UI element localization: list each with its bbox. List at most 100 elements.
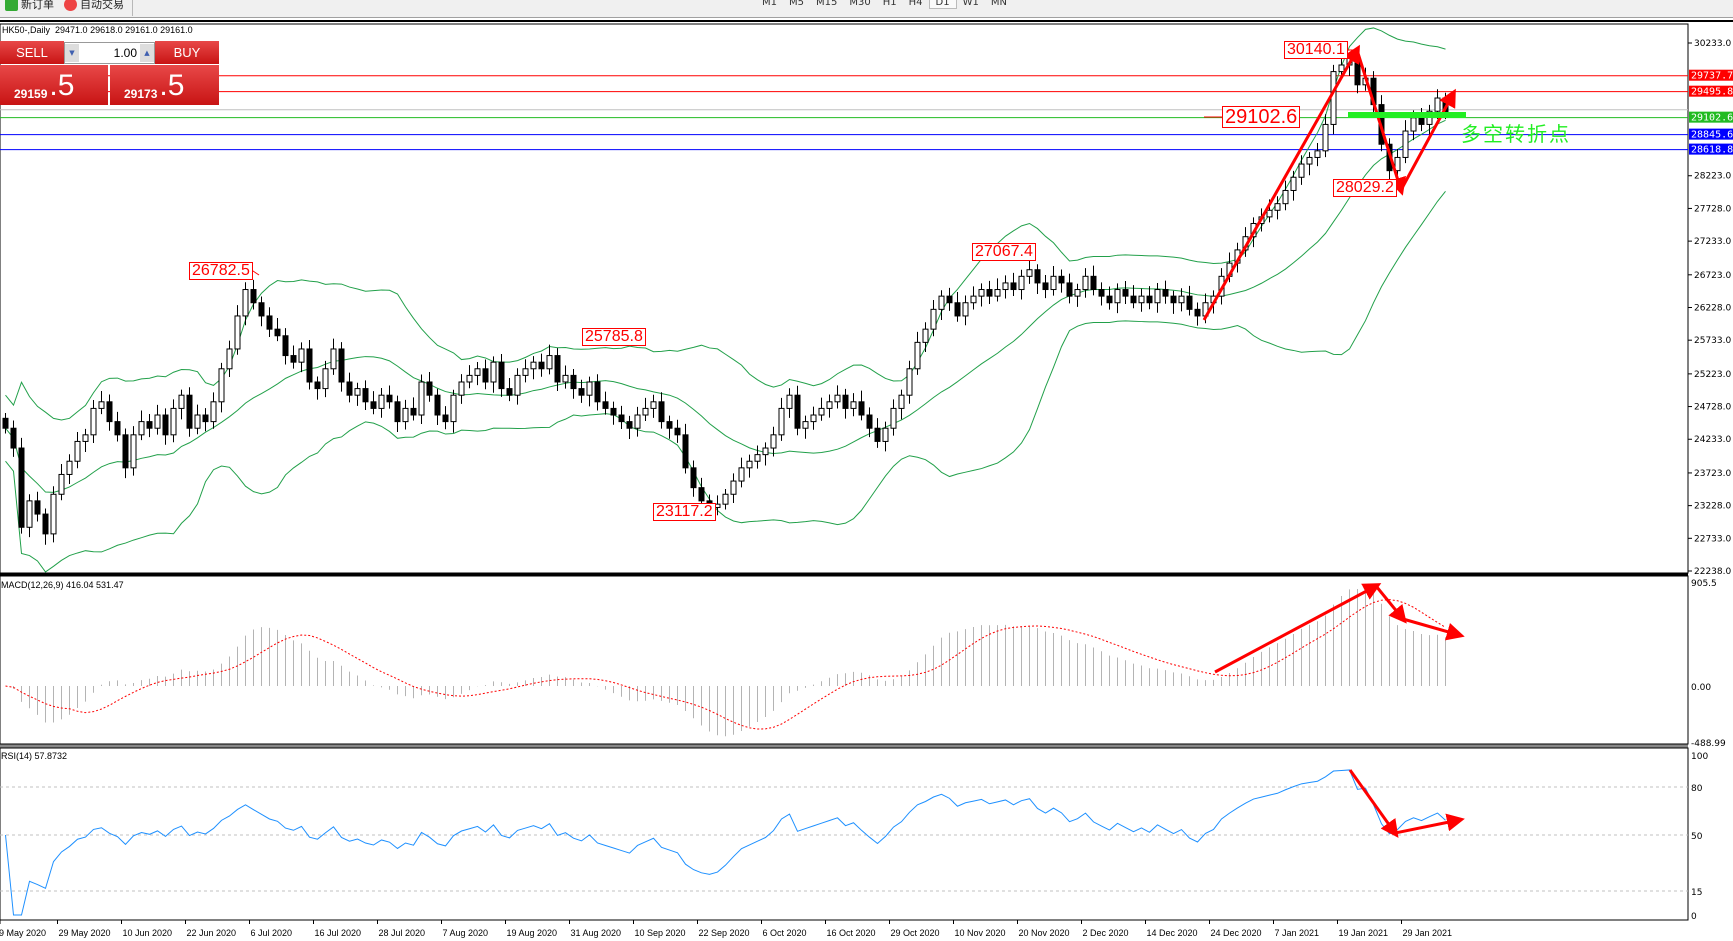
one-click-trading-panel: SELL ▼ ▲ BUY 29159.5 29173.5 <box>0 41 219 105</box>
candle <box>658 401 665 423</box>
candle <box>1274 203 1281 211</box>
buy-price-button[interactable]: 29173.5 <box>110 65 219 105</box>
candle <box>738 467 745 482</box>
macd-pane <box>0 575 1689 745</box>
annotation-label[interactable]: 28029.2 <box>1333 179 1397 197</box>
candle <box>978 289 985 297</box>
candle <box>1122 289 1129 297</box>
timeframe-m15[interactable]: M15 <box>816 0 838 8</box>
turning-point-note[interactable]: 多空转折点 <box>1461 122 1571 146</box>
y-tick-label: 23228.0 <box>1694 502 1731 512</box>
timeframe-m1[interactable]: M1 <box>762 0 777 8</box>
candle <box>842 394 849 409</box>
candle <box>482 368 489 383</box>
candle <box>42 513 49 535</box>
auto-trading-button[interactable]: 自动交易 <box>59 0 129 11</box>
macd-label: MACD(12,26,9) 416.04 531.47 <box>1 580 124 590</box>
candle <box>338 348 345 383</box>
candle <box>266 315 273 330</box>
macd-trend-arrow[interactable] <box>1374 585 1407 624</box>
lot-decrease-button[interactable]: ▼ <box>65 44 79 62</box>
macd-signal-line <box>5 599 1446 730</box>
candle <box>1138 295 1145 304</box>
candle <box>674 427 681 436</box>
annotation-label[interactable]: 29102.6 <box>1222 106 1301 128</box>
lot-increase-button[interactable]: ▲ <box>140 44 154 62</box>
candle <box>1354 57 1361 86</box>
x-tick-label: 7 Aug 2020 <box>443 928 489 938</box>
x-tick-label: 16 Oct 2020 <box>827 928 876 938</box>
candle <box>834 394 841 403</box>
candle <box>202 414 209 423</box>
price-level-label: 29102.6 <box>1691 113 1733 124</box>
candle <box>426 381 433 396</box>
rsi-y-label: 0 <box>1691 912 1697 922</box>
candle <box>994 289 1001 297</box>
candle <box>770 434 777 449</box>
timeframe-h1[interactable]: H1 <box>882 0 897 8</box>
new-order-button[interactable]: 新订单 <box>0 0 59 11</box>
candle <box>890 407 897 429</box>
candle <box>354 388 361 396</box>
price-trend-arrow[interactable] <box>1399 88 1456 191</box>
candle <box>1418 117 1425 125</box>
candle <box>346 381 353 396</box>
price-level-label: 29737.7 <box>1691 71 1733 82</box>
candle <box>402 407 409 423</box>
buy-button[interactable]: BUY <box>155 41 219 64</box>
candle <box>26 500 33 528</box>
rsi-y-label: 50 <box>1691 832 1703 842</box>
candle <box>314 381 321 390</box>
price-level-tag <box>1689 85 1733 97</box>
sell-price-button[interactable]: 29159.5 <box>0 65 108 105</box>
candle <box>586 381 593 396</box>
annotation-label[interactable]: 25785.8 <box>582 328 646 346</box>
annotation-label[interactable]: 23117.2 <box>653 503 716 521</box>
candle <box>290 355 297 363</box>
toolbar: 新订单 自动交易 M1 M5 M15 M30 H1 H4 D1 W1 MN <box>0 0 1733 18</box>
candle <box>210 401 217 423</box>
timeframe-mn[interactable]: MN <box>990 0 1007 8</box>
candle <box>1186 295 1193 310</box>
y-tick-label: 28223.0 <box>1694 172 1731 182</box>
x-tick-label: 10 Sep 2020 <box>635 928 686 938</box>
candle <box>250 289 257 304</box>
candle <box>530 361 537 370</box>
candle <box>1178 295 1185 304</box>
annotation-label[interactable]: 26782.5 <box>189 262 253 280</box>
price-trend-arrow[interactable] <box>1355 49 1406 196</box>
y-tick-label: 30233.0 <box>1694 39 1731 49</box>
rsi-trend-arrow[interactable] <box>1348 769 1399 838</box>
x-tick-label: 29 Jan 2021 <box>1403 928 1453 938</box>
price-trend-arrow[interactable] <box>1202 44 1360 321</box>
candle <box>162 414 169 436</box>
annotation-label[interactable]: 30140.1 <box>1284 41 1348 59</box>
x-tick-label: 6 Oct 2020 <box>763 928 807 938</box>
timeframe-h4[interactable]: H4 <box>908 0 923 8</box>
candle <box>370 401 377 409</box>
candle <box>330 348 337 370</box>
y-tick-label: 26228.0 <box>1694 303 1731 313</box>
annotation-label[interactable]: 27067.4 <box>972 243 1036 261</box>
rsi-trend-arrow[interactable] <box>1394 813 1465 835</box>
bollinger-lower <box>5 191 1446 573</box>
timeframe-d1[interactable]: D1 <box>928 0 957 9</box>
candle <box>418 381 425 416</box>
candle <box>682 434 689 469</box>
lot-stepper[interactable]: ▼ ▲ <box>64 42 155 64</box>
lot-input[interactable] <box>79 46 140 60</box>
candle <box>106 401 113 423</box>
candle <box>882 427 889 442</box>
timeframe-w1[interactable]: W1 <box>962 0 979 8</box>
auto-trading-icon <box>64 0 77 11</box>
y-tick-label: 23723.0 <box>1694 469 1731 479</box>
macd-trend-arrow[interactable] <box>1402 617 1465 641</box>
candle <box>554 355 561 383</box>
chart-window[interactable] <box>0 20 1733 941</box>
macd-trend-arrow[interactable] <box>1214 583 1382 674</box>
rsi-pane <box>0 747 1689 921</box>
timeframe-m5[interactable]: M5 <box>789 0 804 8</box>
sell-button[interactable]: SELL <box>0 41 64 64</box>
candle <box>1394 156 1401 172</box>
timeframe-m30[interactable]: M30 <box>849 0 871 8</box>
